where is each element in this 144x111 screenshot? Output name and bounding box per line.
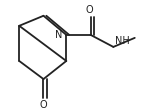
Text: O: O	[85, 5, 93, 15]
Text: NH: NH	[115, 36, 130, 46]
Text: O: O	[40, 100, 47, 110]
Text: N: N	[55, 30, 62, 40]
